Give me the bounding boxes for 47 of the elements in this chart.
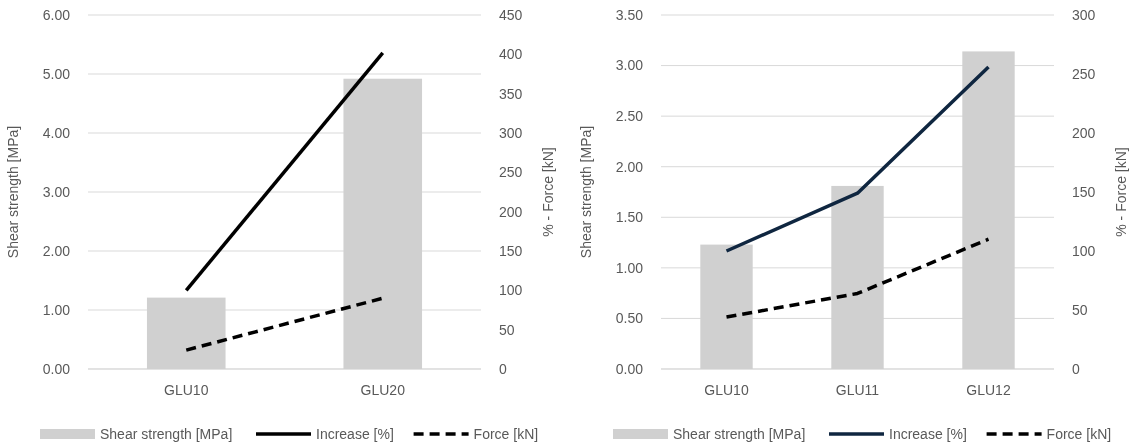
x-tick-label: GLU12 (966, 382, 1011, 398)
y2-tick-label: 100 (1072, 242, 1096, 259)
y2-tick-label: 150 (1072, 183, 1096, 200)
y-tick-label: 0.00 (42, 360, 71, 377)
legend-label: Force [kN] (473, 426, 539, 442)
y2-tick-label: 250 (499, 164, 523, 181)
y2-tick-label: 0 (1072, 360, 1080, 377)
y-tick-label: 6.00 (42, 6, 71, 23)
legend-label: Shear strength [MPa] (100, 426, 233, 442)
y2-tick-label: 300 (499, 124, 523, 141)
y2-tick-label: 200 (499, 203, 523, 220)
y-tick-label: 3.00 (615, 57, 644, 74)
x-tick-label: GLU11 (835, 382, 880, 398)
legend-label: Increase [%] (316, 426, 394, 442)
y-axis-title: Shear strength [MPa] (578, 125, 594, 259)
y2-tick-label: 200 (1072, 124, 1096, 141)
legend-label: Force [kN] (1046, 426, 1112, 442)
y-tick-label: 0.50 (615, 310, 644, 327)
x-tick-label: GLU10 (704, 382, 749, 398)
y2-tick-label: 0 (499, 360, 507, 377)
y-tick-label: 0.00 (615, 360, 644, 377)
y2-tick-label: 50 (499, 321, 515, 338)
y2-axis-title: % - Force [kN] (1113, 147, 1129, 237)
y2-tick-label: 50 (1072, 301, 1088, 318)
y2-tick-label: 150 (499, 242, 523, 259)
y2-tick-label: 300 (1072, 6, 1096, 23)
y-tick-label: 1.00 (615, 259, 644, 276)
legend-label: Increase [%] (889, 426, 967, 442)
y2-tick-label: 250 (1072, 65, 1096, 82)
y-tick-label: 2.00 (615, 158, 644, 175)
y-tick-label: 2.00 (42, 242, 71, 259)
y-tick-label: 3.50 (615, 6, 644, 23)
y2-tick-label: 450 (499, 6, 523, 23)
y2-tick-label: 400 (499, 46, 523, 63)
y-tick-label: 1.50 (615, 209, 644, 226)
y-tick-label: 4.00 (42, 124, 71, 141)
y-tick-label: 5.00 (42, 65, 71, 82)
y2-tick-label: 100 (499, 282, 523, 299)
y2-axis-title: % - Force [kN] (540, 147, 556, 237)
legend-label: Shear strength [MPa] (673, 426, 806, 442)
y-tick-label: 1.00 (42, 301, 71, 318)
y2-tick-label: 350 (499, 85, 523, 102)
y-tick-label: 2.50 (615, 108, 644, 125)
y-tick-label: 3.00 (42, 183, 71, 200)
y-axis-title: Shear strength [MPa] (5, 125, 21, 259)
x-tick-label: GLU10 (164, 382, 209, 398)
x-tick-label: GLU20 (360, 382, 406, 398)
